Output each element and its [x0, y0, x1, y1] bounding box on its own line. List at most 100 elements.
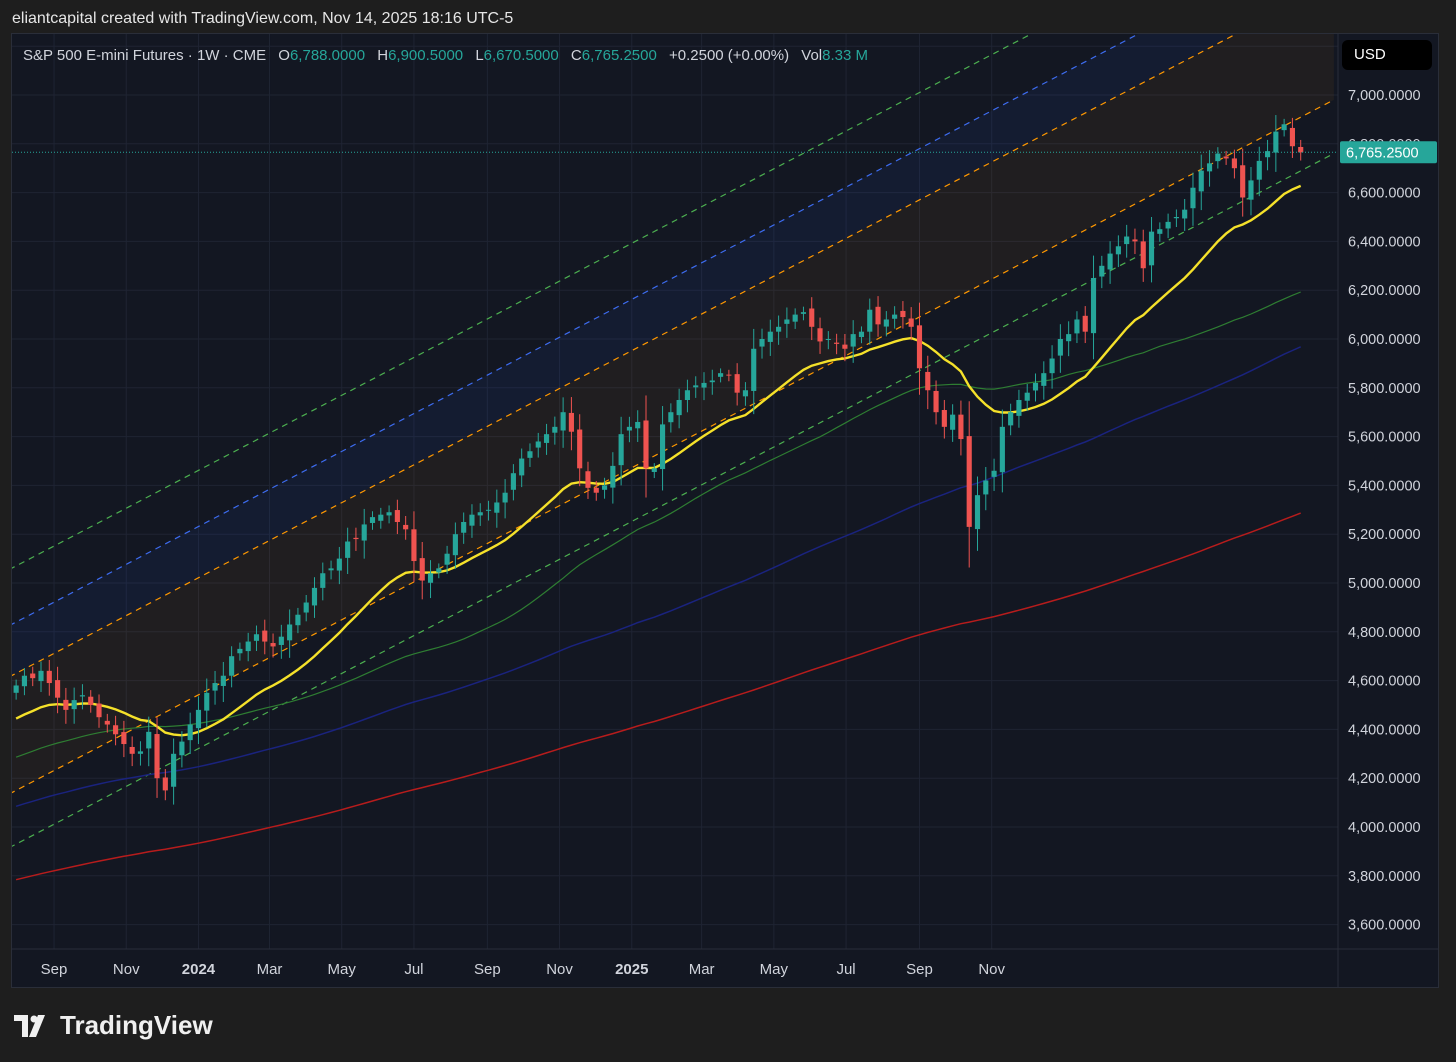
candle-body: [535, 441, 541, 448]
candle-body: [336, 558, 342, 571]
candle-body: [734, 374, 740, 393]
candle-body: [204, 692, 210, 711]
candle-body: [809, 308, 815, 327]
candle-body: [113, 725, 119, 735]
candle-body: [485, 509, 492, 511]
candle-body: [759, 339, 765, 347]
candle-body: [1289, 127, 1295, 147]
candle-body: [1157, 229, 1163, 234]
candle-body: [320, 573, 326, 588]
candle-body: [568, 412, 574, 432]
candle-body: [1223, 156, 1229, 159]
legend-vol-label: Vol: [801, 47, 823, 64]
candle-body: [278, 636, 284, 645]
candle-body: [983, 480, 989, 495]
candle-body: [701, 382, 707, 388]
candle-body: [1016, 400, 1022, 416]
candle-body: [1066, 334, 1072, 342]
candle-body: [751, 348, 757, 391]
candle-body: [892, 314, 898, 319]
price-tick-label: 5,800.0000: [1348, 381, 1421, 397]
time-tick-label: May: [328, 961, 357, 978]
candle-body: [543, 434, 550, 443]
candle-body: [991, 470, 997, 477]
legend-symbol: S&P 500 E-mini Futures · 1W · CME: [23, 47, 267, 64]
ma-100-line: [15, 346, 1302, 808]
candle-body: [668, 412, 674, 423]
legend-change: +0.2500 (+0.00%): [669, 47, 790, 64]
ma-50-line: [15, 291, 1301, 758]
candle-body: [137, 751, 144, 754]
candle-body: [858, 331, 865, 338]
candle-body: [916, 325, 923, 369]
candle-body: [933, 390, 939, 413]
price-tick-label: 6,000.0000: [1348, 332, 1421, 348]
candle-body: [394, 510, 400, 522]
price-tick-label: 6,400.0000: [1348, 234, 1421, 250]
candle-body: [850, 334, 856, 347]
price-tick-label: 5,000.0000: [1348, 576, 1421, 592]
price-tick-label: 4,200.0000: [1348, 771, 1421, 787]
last-price-badge: [1340, 141, 1437, 164]
channel-line-top: [12, 34, 1033, 569]
candle-body: [162, 777, 168, 791]
chart-frame[interactable]: 3,600.0000 3,800.0000 4,000.0000 4,200.0000…: [11, 33, 1439, 988]
candle-body: [245, 641, 251, 652]
candle-body: [79, 695, 86, 697]
candle-body: [187, 724, 193, 741]
candle-body: [1008, 412, 1014, 426]
candle-body: [635, 421, 641, 429]
candle-body: [30, 673, 36, 679]
candle-body: [601, 485, 608, 490]
candle-body: [146, 731, 152, 749]
currency-button[interactable]: USD: [1342, 40, 1432, 70]
time-tick-label: Jul: [836, 961, 855, 978]
legend-low: 6,670.5000: [483, 47, 559, 64]
candle-body: [519, 458, 525, 476]
candle-body: [179, 741, 185, 756]
candle-body: [494, 502, 500, 513]
candle-body: [1165, 221, 1171, 229]
candle-body: [966, 436, 972, 527]
candle-body: [121, 732, 127, 745]
candle-body: [212, 683, 218, 691]
candle-body: [742, 390, 749, 397]
time-tick-label: Sep: [474, 961, 501, 978]
candle-body: [1107, 253, 1113, 270]
legend-vol: 8.33 M: [822, 47, 868, 64]
candle-body: [502, 492, 508, 503]
candle-body: [1090, 278, 1097, 334]
candle-body: [477, 512, 483, 516]
candle-body: [974, 495, 981, 530]
candle-body: [55, 680, 61, 698]
channel-line-bottom: [12, 152, 1335, 847]
candle-body: [1140, 241, 1146, 269]
price-chart[interactable]: 3,600.0000 3,800.0000 4,000.0000 4,200.0000…: [12, 34, 1438, 987]
time-tick-label: Sep: [906, 961, 933, 978]
candle-body: [1256, 160, 1262, 180]
candle-body: [21, 675, 28, 687]
candle-body: [552, 426, 558, 433]
candle-body: [1074, 319, 1080, 334]
price-tick-label: 4,800.0000: [1348, 625, 1421, 641]
time-tick-label: 2025: [615, 961, 648, 978]
price-tick-label: 4,000.0000: [1348, 820, 1421, 836]
candle-body: [776, 326, 782, 332]
candle-body: [104, 720, 110, 725]
candle-body: [452, 534, 458, 556]
candle-body: [129, 746, 135, 754]
candle-body: [436, 568, 442, 573]
time-tick-label: Nov: [113, 961, 140, 978]
price-tick-label: 5,400.0000: [1348, 478, 1421, 494]
candle-body: [353, 537, 359, 540]
candle-body: [709, 380, 715, 383]
candle-body: [403, 524, 409, 530]
candle-body: [345, 541, 351, 558]
candle-body: [560, 412, 566, 431]
candle-body: [825, 339, 831, 340]
legend-high: 6,900.5000: [388, 47, 464, 64]
candle-body: [1190, 187, 1196, 209]
candle-body: [378, 514, 384, 521]
candle-body: [1281, 124, 1287, 131]
candle-body: [1115, 246, 1121, 255]
